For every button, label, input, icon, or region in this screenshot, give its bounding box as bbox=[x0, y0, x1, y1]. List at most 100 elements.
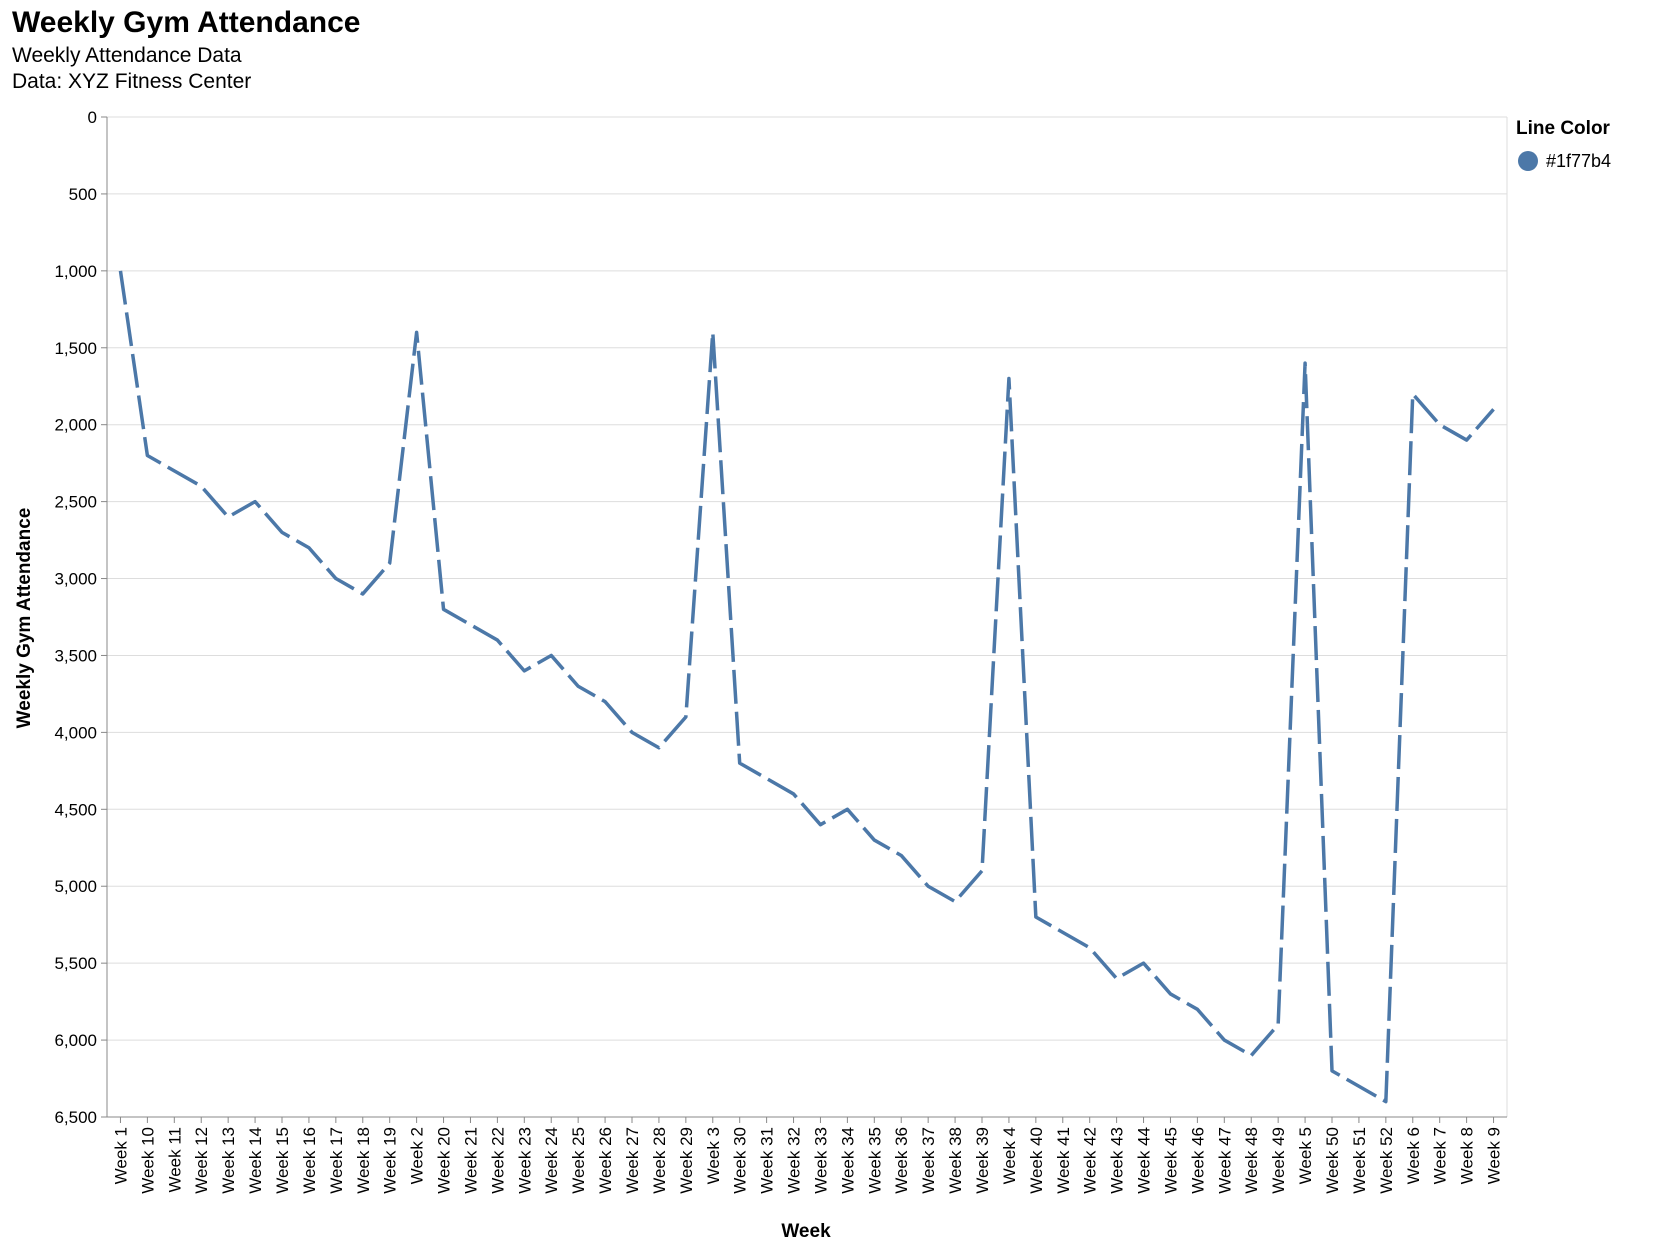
y-tick-label: 1,000 bbox=[54, 262, 97, 281]
data-point bbox=[144, 452, 150, 458]
x-tick-label: Week 28 bbox=[650, 1127, 669, 1194]
x-tick-label: Week 6 bbox=[1404, 1127, 1423, 1184]
x-tick-label: Week 16 bbox=[300, 1127, 319, 1194]
x-tick-label: Week 3 bbox=[704, 1127, 723, 1184]
x-tick-label: Week 52 bbox=[1377, 1127, 1396, 1194]
x-tick-label: Week 50 bbox=[1323, 1127, 1342, 1194]
x-tick-label: Week 22 bbox=[488, 1127, 507, 1194]
x-tick-label: Week 40 bbox=[1027, 1127, 1046, 1194]
x-tick-label: Week 17 bbox=[327, 1127, 346, 1194]
x-tick-label: Week 5 bbox=[1296, 1127, 1315, 1184]
x-tick-label: Week 24 bbox=[542, 1127, 561, 1194]
x-tick-label: Week 46 bbox=[1188, 1127, 1207, 1194]
x-tick-label: Week 33 bbox=[811, 1127, 830, 1194]
data-point bbox=[1383, 1099, 1389, 1105]
x-axis: Week 1 Week 10 Week 11 Week 12 Week 13 Week 1… bbox=[107, 1116, 1507, 1194]
data-point bbox=[1491, 406, 1497, 412]
x-tick-label: Week 1 bbox=[111, 1127, 130, 1184]
attendance-line bbox=[118, 270, 1495, 1104]
x-tick-label: Week 36 bbox=[892, 1127, 911, 1194]
data-point bbox=[306, 545, 312, 551]
legend-label: #1f77b4 bbox=[1546, 151, 1611, 171]
data-point bbox=[1221, 1037, 1227, 1043]
x-tick-label: Week 38 bbox=[946, 1127, 965, 1194]
data-point bbox=[1006, 376, 1012, 382]
data-point bbox=[1060, 929, 1066, 935]
data-point bbox=[198, 483, 204, 489]
x-tick-label: Week 35 bbox=[865, 1127, 884, 1194]
chart-subtitle: Weekly Attendance Data bbox=[12, 44, 242, 67]
y-tick-label: 3,000 bbox=[54, 570, 97, 589]
x-tick-label: Week 34 bbox=[838, 1127, 857, 1194]
data-point bbox=[710, 329, 716, 335]
data-point bbox=[494, 637, 500, 643]
x-tick-label: Week 30 bbox=[731, 1127, 750, 1194]
data-point bbox=[1141, 960, 1147, 966]
data-point bbox=[171, 468, 177, 474]
x-tick-label: Week 23 bbox=[515, 1127, 534, 1194]
x-tick-label: Week 19 bbox=[381, 1127, 400, 1194]
x-tick-label: Week 39 bbox=[973, 1127, 992, 1194]
y-tick-label: 5,000 bbox=[54, 877, 97, 896]
x-tick-label: Week 51 bbox=[1350, 1127, 1369, 1194]
x-tick-label: Week 43 bbox=[1108, 1127, 1127, 1194]
chart-title: Weekly Gym Attendance bbox=[12, 6, 361, 39]
data-point bbox=[1410, 391, 1416, 397]
data-point bbox=[1464, 437, 1470, 443]
data-point bbox=[548, 652, 554, 658]
legend: Line Color #1f77b4 bbox=[1516, 118, 1611, 171]
data-point bbox=[1033, 914, 1039, 920]
data-point bbox=[602, 699, 608, 705]
x-tick-label: Week 9 bbox=[1485, 1127, 1504, 1184]
data-point bbox=[737, 760, 743, 766]
data-point bbox=[844, 806, 850, 812]
x-tick-label: Week 47 bbox=[1215, 1127, 1234, 1194]
chart-source: Data: XYZ Fitness Center bbox=[12, 70, 252, 93]
data-point bbox=[898, 852, 904, 858]
x-tick-label: Week 8 bbox=[1458, 1127, 1477, 1184]
x-tick-label: Week 7 bbox=[1431, 1127, 1450, 1184]
series-line bbox=[117, 268, 1497, 1105]
data-point bbox=[1356, 1083, 1362, 1089]
data-point bbox=[387, 560, 393, 566]
y-tick-label: 2,500 bbox=[54, 493, 97, 512]
data-point bbox=[817, 822, 823, 828]
data-point bbox=[1194, 1006, 1200, 1012]
data-point bbox=[1087, 945, 1093, 951]
x-tick-label: Week 27 bbox=[623, 1127, 642, 1194]
y-tick-label: 6,500 bbox=[54, 1108, 97, 1127]
x-tick-label: Week 18 bbox=[354, 1127, 373, 1194]
data-point bbox=[441, 606, 447, 612]
x-tick-label: Week 4 bbox=[1000, 1127, 1019, 1184]
y-axis: 0 500 1,000 1,500 2,000 2,500 3,000 3,500 4,000 4… bbox=[54, 108, 108, 1127]
x-tick-label: Week 12 bbox=[192, 1127, 211, 1194]
data-point bbox=[414, 329, 420, 335]
x-tick-label: Week 21 bbox=[461, 1127, 480, 1194]
data-point bbox=[117, 268, 123, 274]
y-tick-label: 2,000 bbox=[54, 416, 97, 435]
x-tick-label: Week 15 bbox=[273, 1127, 292, 1194]
data-point bbox=[1248, 1052, 1254, 1058]
y-tick-label: 1,500 bbox=[54, 339, 97, 358]
data-point bbox=[629, 729, 635, 735]
data-point bbox=[952, 899, 958, 905]
data-point bbox=[1437, 422, 1443, 428]
x-tick-label: Week 10 bbox=[138, 1127, 157, 1194]
data-point bbox=[333, 576, 339, 582]
y-tick-label: 4,000 bbox=[54, 723, 97, 742]
data-point bbox=[925, 883, 931, 889]
data-point bbox=[683, 714, 689, 720]
y-tick-label: 4,500 bbox=[54, 800, 97, 819]
data-point bbox=[979, 868, 985, 874]
x-tick-label: Week 45 bbox=[1161, 1127, 1180, 1194]
y-tick-label: 5,500 bbox=[54, 954, 97, 973]
data-point bbox=[656, 745, 662, 751]
data-point bbox=[252, 499, 258, 505]
x-tick-label: Week 13 bbox=[219, 1127, 238, 1194]
x-tick-label: Week 31 bbox=[758, 1127, 777, 1194]
x-tick-label: Week 42 bbox=[1081, 1127, 1100, 1194]
y-axis-title: Weekly Gym Attendance bbox=[14, 508, 35, 729]
data-point bbox=[1275, 1022, 1281, 1028]
data-point bbox=[791, 791, 797, 797]
x-tick-label: Week 25 bbox=[569, 1127, 588, 1194]
